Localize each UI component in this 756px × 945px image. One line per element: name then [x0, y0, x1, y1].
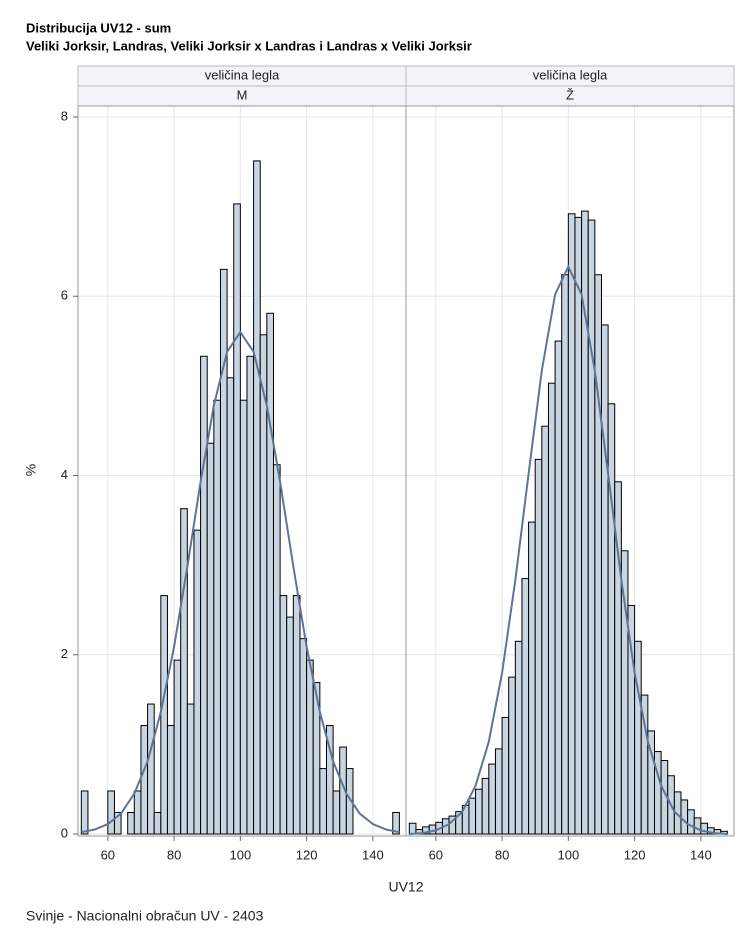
x-tick-label: 140 [690, 847, 712, 862]
x-tick-label: 80 [167, 847, 181, 862]
bar [193, 529, 202, 835]
panel-header-label: veličina legla [533, 67, 608, 82]
bar [160, 595, 168, 835]
chart-title: Distribucija UV12 - sum [26, 20, 171, 35]
bar [272, 464, 281, 835]
bar [246, 355, 255, 835]
x-tick-label: 100 [557, 847, 579, 862]
bar [501, 716, 510, 835]
bar [345, 768, 354, 835]
panel-value-label: M [237, 87, 248, 102]
bar [259, 334, 268, 835]
bar [428, 824, 437, 835]
bar [226, 377, 235, 835]
y-tick-label: 0 [61, 825, 68, 840]
bar [166, 725, 175, 835]
bar [306, 659, 314, 835]
bar [481, 777, 490, 835]
bar [80, 790, 89, 835]
bar [113, 811, 122, 835]
bar [133, 790, 142, 835]
bar [239, 399, 248, 835]
x-tick-label: 120 [624, 847, 646, 862]
bar [299, 638, 308, 835]
chart-subtitle: Veliki Jorksir, Landras, Veliki Jorksir … [26, 38, 472, 53]
y-tick-label: 8 [61, 108, 68, 123]
bar [554, 340, 563, 835]
bar [693, 817, 702, 835]
bar [147, 703, 155, 835]
y-axis-label: % [23, 464, 39, 476]
bar [468, 797, 477, 835]
panel-header-label: veličina legla [205, 67, 280, 82]
bar [547, 382, 556, 835]
x-tick-label: 60 [429, 847, 443, 862]
bar [528, 521, 536, 835]
panel-value-label: Ž [566, 87, 574, 102]
bar [312, 682, 321, 835]
bar [127, 811, 135, 835]
bar [687, 809, 695, 835]
x-tick-label: 120 [296, 847, 318, 862]
bar [206, 442, 215, 835]
bar [600, 324, 609, 835]
bar [514, 640, 523, 835]
x-tick-label: 80 [495, 847, 509, 862]
y-tick-label: 4 [61, 467, 68, 482]
bar [594, 274, 602, 835]
bar [521, 578, 530, 835]
bar [587, 219, 596, 835]
bar [213, 399, 221, 835]
bar [332, 790, 341, 835]
bar [107, 790, 115, 835]
bar [325, 725, 334, 835]
bar [475, 788, 483, 835]
density-curve [409, 264, 728, 835]
bar [567, 213, 576, 835]
bar [680, 799, 689, 835]
bar [292, 595, 301, 835]
bar [574, 216, 583, 835]
bar [534, 458, 543, 835]
bar [488, 763, 496, 835]
x-tick-label: 100 [229, 847, 251, 862]
bar [408, 822, 417, 835]
bar [607, 403, 616, 835]
bar [279, 595, 288, 835]
footnote: Svinje - Nacionalni obračun UV - 2403 [26, 908, 264, 924]
bar [561, 274, 569, 835]
bar [319, 768, 327, 835]
y-tick-label: 2 [61, 646, 68, 661]
x-axis-label: UV12 [388, 879, 423, 895]
bar [186, 703, 195, 835]
x-tick-label: 60 [101, 847, 115, 862]
bar [200, 355, 208, 835]
panel-frame [405, 105, 735, 837]
bar [153, 811, 162, 835]
bar [253, 160, 261, 835]
density-curve [81, 330, 400, 834]
y-tick-label: 6 [61, 288, 68, 303]
bar [266, 312, 274, 835]
bar [286, 616, 294, 835]
bar [392, 811, 400, 835]
x-tick-label: 140 [362, 847, 384, 862]
bar [180, 508, 188, 835]
bar [508, 676, 516, 835]
bar [541, 425, 549, 835]
bar [233, 203, 241, 835]
bar [140, 725, 149, 835]
bar [634, 640, 642, 835]
bar [173, 659, 182, 835]
bar [494, 748, 503, 835]
